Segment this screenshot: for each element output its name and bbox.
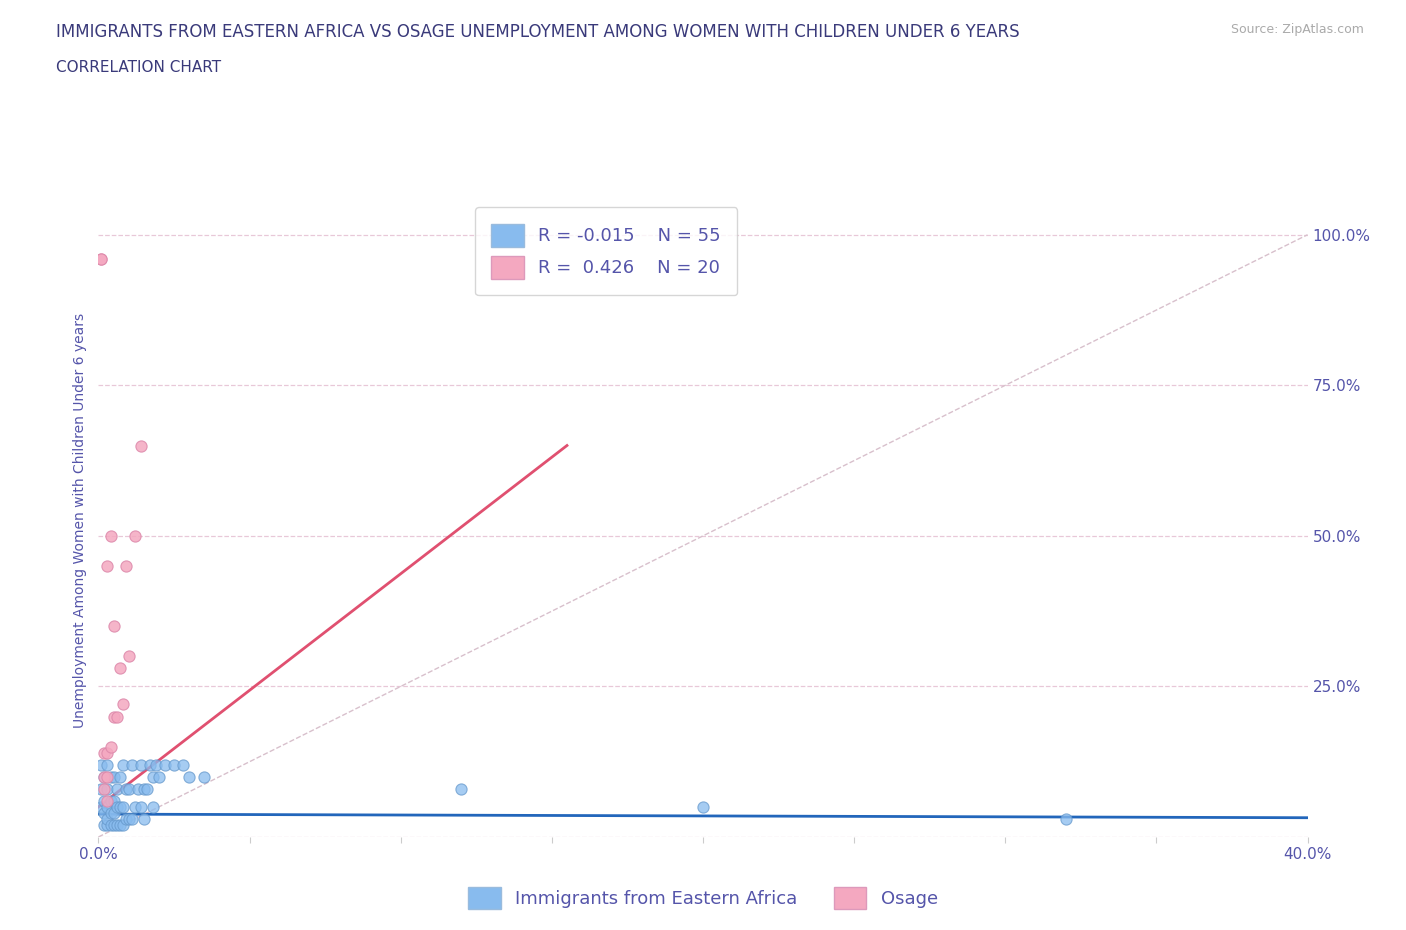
Point: [105, 709, 128, 724]
Point: [90, 757, 112, 772]
Point: [105, 817, 128, 832]
Point: [100, 739, 122, 754]
Point: [111, 698, 134, 712]
Y-axis label: Unemployment Among Women with Children Under 6 years: Unemployment Among Women with Children U…: [73, 313, 87, 728]
Point: [93, 805, 115, 820]
Point: [100, 805, 122, 820]
Point: [103, 805, 125, 820]
Point: [96, 781, 118, 796]
Text: Source: ZipAtlas.com: Source: ZipAtlas.com: [1230, 23, 1364, 36]
Point: [93, 745, 115, 760]
Point: [103, 817, 125, 832]
Point: [111, 800, 134, 815]
Point: [163, 757, 186, 772]
Point: [124, 528, 146, 543]
Point: [142, 800, 165, 815]
Point: [121, 812, 143, 827]
Point: [93, 793, 115, 808]
Point: [108, 661, 131, 676]
Point: [103, 618, 125, 633]
Point: [114, 781, 136, 796]
Point: [108, 769, 131, 784]
Point: [105, 781, 128, 796]
Point: [127, 781, 149, 796]
Point: [450, 781, 472, 796]
Point: [90, 781, 112, 796]
Point: [132, 781, 155, 796]
Point: [139, 757, 162, 772]
Point: [179, 769, 201, 784]
Point: [111, 817, 134, 832]
Point: [108, 817, 131, 832]
Point: [90, 251, 112, 266]
Point: [129, 800, 152, 815]
Point: [93, 769, 115, 784]
Point: [124, 800, 146, 815]
Point: [96, 559, 118, 574]
Point: [96, 812, 118, 827]
Point: [96, 800, 118, 815]
Point: [129, 757, 152, 772]
Point: [135, 781, 157, 796]
Point: [103, 793, 125, 808]
Point: [692, 800, 714, 815]
Point: [100, 769, 122, 784]
Point: [96, 745, 118, 760]
Point: [105, 800, 128, 815]
Point: [145, 757, 167, 772]
Point: [108, 800, 131, 815]
Point: [100, 528, 122, 543]
Point: [153, 757, 176, 772]
Point: [193, 769, 215, 784]
Point: [100, 793, 122, 808]
Point: [96, 793, 118, 808]
Point: [118, 812, 141, 827]
Point: [114, 812, 136, 827]
Point: [90, 251, 112, 266]
Point: [118, 781, 141, 796]
Point: [172, 757, 194, 772]
Point: [1054, 812, 1077, 827]
Point: [96, 817, 118, 832]
Text: CORRELATION CHART: CORRELATION CHART: [56, 60, 221, 75]
Point: [148, 769, 170, 784]
Point: [103, 709, 125, 724]
Legend: Immigrants from Eastern Africa, Osage: Immigrants from Eastern Africa, Osage: [461, 880, 945, 916]
Point: [132, 812, 155, 827]
Point: [93, 769, 115, 784]
Point: [96, 769, 118, 784]
Point: [121, 757, 143, 772]
Text: IMMIGRANTS FROM EASTERN AFRICA VS OSAGE UNEMPLOYMENT AMONG WOMEN WITH CHILDREN U: IMMIGRANTS FROM EASTERN AFRICA VS OSAGE …: [56, 23, 1019, 41]
Point: [142, 769, 165, 784]
Point: [103, 769, 125, 784]
Point: [129, 438, 152, 453]
Point: [118, 649, 141, 664]
Point: [93, 817, 115, 832]
Point: [93, 781, 115, 796]
Point: [114, 559, 136, 574]
Legend: R = -0.015    N = 55, R =  0.426    N = 20: R = -0.015 N = 55, R = 0.426 N = 20: [475, 207, 737, 295]
Point: [96, 757, 118, 772]
Point: [111, 757, 134, 772]
Point: [100, 817, 122, 832]
Point: [90, 800, 112, 815]
